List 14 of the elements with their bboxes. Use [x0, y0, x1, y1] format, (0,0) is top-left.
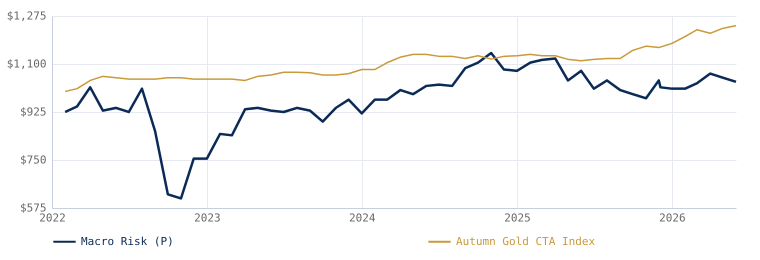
line-series [64, 52, 738, 200]
x-tick-label: 2023 [194, 212, 221, 224]
y-tick-label: $1,100 [6, 58, 46, 70]
line-series [64, 24, 737, 92]
y-tick-label: $1,275 [6, 10, 46, 22]
x-tick-label: 2024 [349, 212, 376, 224]
y-tick-label: $575 [20, 202, 46, 214]
legend-label: Autumn Gold CTA Index [456, 234, 596, 248]
y-tick-label: $750 [20, 154, 46, 166]
legend-label: Macro Risk (P) [81, 234, 174, 248]
x-tick-label: 2026 [659, 212, 686, 224]
x-tick-label: 2025 [504, 212, 531, 224]
x-tick-label: 2022 [39, 212, 66, 224]
y-tick-label: $925 [20, 106, 46, 118]
